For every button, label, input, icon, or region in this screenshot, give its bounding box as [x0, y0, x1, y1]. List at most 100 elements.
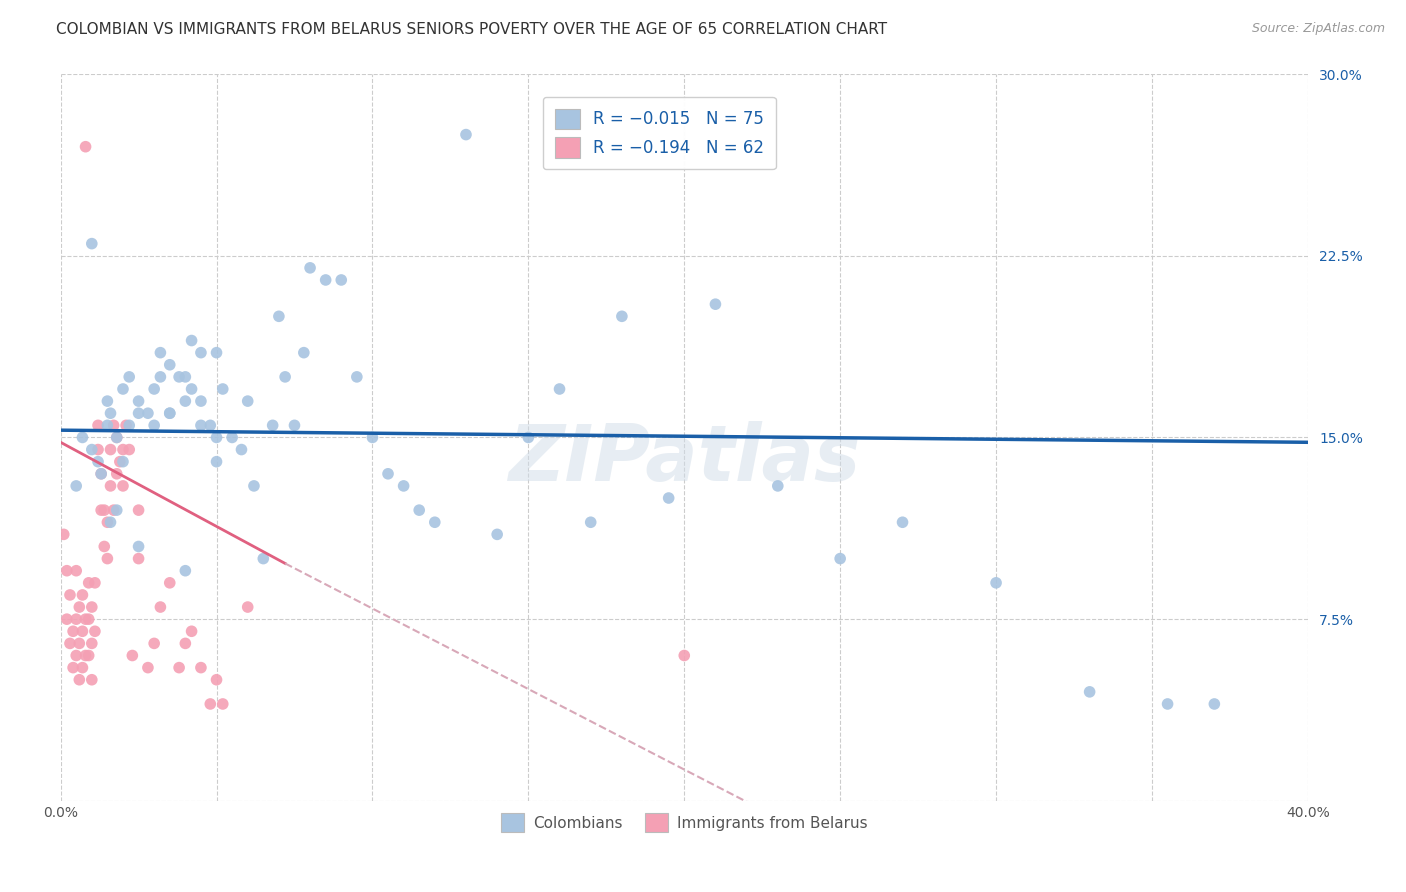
Point	[159, 406, 181, 420]
Point	[103, 503, 125, 517]
Point	[128, 394, 150, 409]
Point	[77, 648, 100, 663]
Point	[128, 503, 150, 517]
Point	[262, 418, 284, 433]
Point	[423, 515, 446, 529]
Point	[180, 334, 202, 348]
Point	[103, 418, 125, 433]
Point	[517, 430, 540, 444]
Point	[111, 479, 134, 493]
Point	[84, 575, 107, 590]
Point	[174, 394, 197, 409]
Point	[56, 564, 79, 578]
Point	[93, 540, 115, 554]
Point	[984, 575, 1007, 590]
Point	[100, 515, 122, 529]
Point	[231, 442, 253, 457]
Point	[90, 467, 112, 481]
Point	[111, 382, 134, 396]
Point	[252, 551, 274, 566]
Point	[1078, 685, 1101, 699]
Point	[56, 612, 79, 626]
Point	[205, 345, 228, 359]
Point	[136, 406, 159, 420]
Point	[80, 636, 103, 650]
Point	[159, 358, 181, 372]
Point	[105, 467, 128, 481]
Point	[121, 648, 143, 663]
Point	[75, 139, 97, 153]
Point	[115, 418, 138, 433]
Point	[180, 382, 202, 396]
Point	[87, 442, 110, 457]
Point	[87, 455, 110, 469]
Point	[658, 491, 681, 505]
Point	[77, 575, 100, 590]
Point	[330, 273, 353, 287]
Point	[62, 624, 84, 639]
Point	[673, 648, 696, 663]
Point	[200, 697, 222, 711]
Point	[548, 382, 571, 396]
Point	[200, 418, 222, 433]
Point	[236, 600, 259, 615]
Point	[111, 442, 134, 457]
Point	[292, 345, 315, 359]
Point	[128, 551, 150, 566]
Point	[579, 515, 602, 529]
Point	[128, 540, 150, 554]
Point	[766, 479, 789, 493]
Point	[80, 673, 103, 687]
Point	[136, 660, 159, 674]
Point	[87, 418, 110, 433]
Point	[454, 128, 477, 142]
Point	[143, 418, 166, 433]
Point	[830, 551, 852, 566]
Point	[211, 697, 233, 711]
Point	[105, 430, 128, 444]
Point	[93, 503, 115, 517]
Point	[149, 370, 172, 384]
Point	[283, 418, 305, 433]
Point	[65, 612, 87, 626]
Point	[361, 430, 384, 444]
Point	[105, 430, 128, 444]
Point	[108, 455, 131, 469]
Point	[205, 455, 228, 469]
Point	[105, 503, 128, 517]
Point	[1204, 697, 1226, 711]
Text: Source: ZipAtlas.com: Source: ZipAtlas.com	[1251, 22, 1385, 36]
Point	[167, 660, 190, 674]
Point	[75, 612, 97, 626]
Point	[704, 297, 727, 311]
Point	[174, 636, 197, 650]
Point	[65, 648, 87, 663]
Point	[75, 648, 97, 663]
Point	[143, 382, 166, 396]
Point	[174, 564, 197, 578]
Point	[205, 430, 228, 444]
Point	[128, 406, 150, 420]
Point	[392, 479, 415, 493]
Point	[96, 418, 118, 433]
Text: COLOMBIAN VS IMMIGRANTS FROM BELARUS SENIORS POVERTY OVER THE AGE OF 65 CORRELAT: COLOMBIAN VS IMMIGRANTS FROM BELARUS SEN…	[56, 22, 887, 37]
Point	[100, 479, 122, 493]
Text: ZIPatlas: ZIPatlas	[508, 421, 860, 497]
Point	[96, 551, 118, 566]
Point	[67, 673, 90, 687]
Point	[159, 575, 181, 590]
Point	[96, 515, 118, 529]
Point	[1156, 697, 1178, 711]
Point	[149, 600, 172, 615]
Point	[236, 394, 259, 409]
Point	[80, 600, 103, 615]
Point	[149, 345, 172, 359]
Point	[211, 382, 233, 396]
Point	[190, 660, 212, 674]
Point	[299, 260, 322, 275]
Point	[159, 406, 181, 420]
Point	[190, 418, 212, 433]
Point	[84, 624, 107, 639]
Point	[610, 310, 633, 324]
Point	[346, 370, 368, 384]
